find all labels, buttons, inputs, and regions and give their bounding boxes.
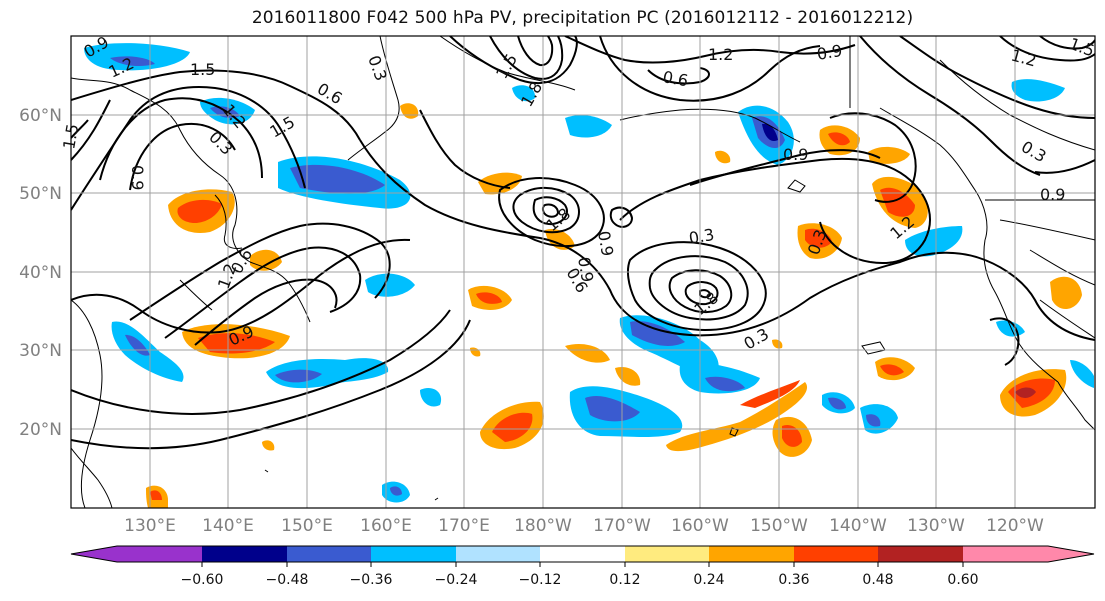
pv-contours — [71, 36, 1095, 450]
colorbar-tick-label: −0.48 — [266, 572, 309, 588]
colorbar-tick-label: 0.24 — [693, 572, 724, 588]
lon-axis: 130°E 140°E 150°E 160°E 170°E 180°W 170°… — [124, 516, 1044, 536]
lat-tick-label: 60°N — [19, 106, 62, 126]
lat-tick-label: 30°N — [19, 341, 62, 361]
lat-tick-label: 50°N — [19, 184, 62, 204]
colorbar-tick-label: −0.24 — [435, 572, 478, 588]
lon-tick-label: 180°W — [514, 516, 572, 536]
colorbar: −0.60 −0.48 −0.36 −0.24 −0.12 0.12 0.24 … — [70, 545, 1095, 588]
colorbar-tick-label: 0.36 — [778, 572, 809, 588]
lon-tick-label: 120°W — [986, 516, 1044, 536]
colorbar-tick-label: 0.60 — [947, 572, 978, 588]
precip-negative-shading — [84, 43, 1094, 503]
colorbar-segment — [540, 546, 625, 562]
map-frame — [70, 35, 1096, 509]
colorbar-segment — [71, 546, 202, 562]
colorbar-segment — [709, 546, 794, 562]
gridlines — [71, 36, 1095, 508]
contour-label: 0.9 — [815, 41, 843, 64]
contour-label: 1.5 — [190, 60, 215, 79]
colorbar-segment — [287, 546, 371, 562]
lon-tick-label: 140°E — [202, 516, 254, 536]
map-title: 2016011800 F042 500 hPa PV, precipitatio… — [251, 8, 914, 28]
colorbar-segment — [456, 546, 540, 562]
contour-label: 0.6 — [661, 67, 689, 90]
lon-tick-label: 160°W — [671, 516, 729, 536]
contour-label: 0.9 — [594, 229, 617, 257]
lon-tick-label: 140°W — [829, 516, 887, 536]
colorbar-segment — [878, 546, 963, 562]
colorbar-segment — [371, 546, 456, 562]
colorbar-tick-label: −0.12 — [519, 572, 562, 588]
lon-tick-label: 170°W — [593, 516, 651, 536]
contour-label: 0.9 — [574, 255, 597, 283]
lon-tick-label: 150°E — [281, 516, 333, 536]
colorbar-tick-label: −0.36 — [350, 572, 393, 588]
contour-label: 0.9 — [128, 165, 147, 190]
colorbar-segment — [625, 546, 709, 562]
contour-label: 0.9 — [1040, 185, 1065, 204]
lat-tick-label: 20°N — [19, 420, 62, 440]
contour-label: 0.3 — [687, 225, 715, 248]
colorbar-segment — [202, 546, 287, 562]
lon-tick-label: 130°E — [124, 516, 176, 536]
lon-tick-label: 130°W — [907, 516, 965, 536]
precip-positive-shading — [146, 103, 1082, 508]
coastlines — [71, 36, 1095, 508]
lon-tick-label: 170°E — [438, 516, 490, 536]
colorbar-segment — [963, 546, 1094, 562]
lon-tick-label: 150°W — [750, 516, 808, 536]
lat-tick-label: 40°N — [19, 263, 62, 283]
contour-label: 0.9 — [783, 145, 808, 164]
colorbar-segment — [794, 546, 878, 562]
contour-label: 1.2 — [708, 45, 733, 64]
lat-axis: 60°N 50°N 40°N 30°N 20°N — [19, 106, 62, 440]
colorbar-tick-label: 0.12 — [609, 572, 640, 588]
colorbar-tick-label: −0.60 — [181, 572, 224, 588]
colorbar-tick-label: 0.48 — [862, 572, 893, 588]
lon-tick-label: 160°E — [360, 516, 412, 536]
